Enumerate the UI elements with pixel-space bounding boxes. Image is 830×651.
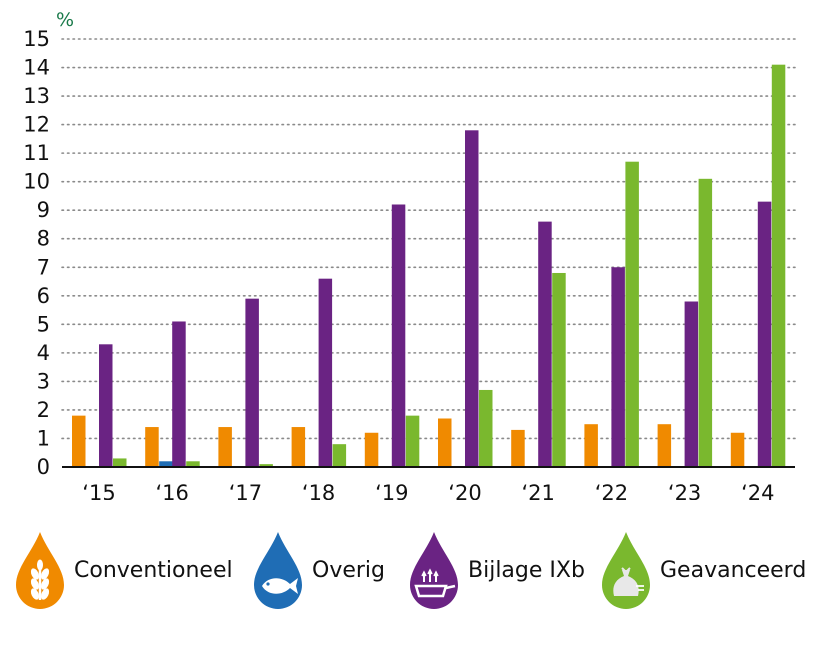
legend-item-conventioneel: Conventioneel bbox=[14, 530, 233, 610]
bar-geavanceerd-4 bbox=[405, 415, 420, 467]
bar-geavanceerd-3 bbox=[332, 444, 347, 467]
x-tick-label: ‘17 bbox=[229, 481, 262, 500]
fish-icon bbox=[254, 532, 302, 609]
legend-label: Bijlage IXb bbox=[468, 557, 585, 583]
x-tick-label: ‘18 bbox=[302, 481, 335, 500]
x-tick-label: ‘21 bbox=[521, 481, 554, 500]
fish-drop bbox=[254, 532, 302, 609]
y-tick-label: 13 bbox=[23, 84, 50, 108]
y-tick-label: 3 bbox=[37, 369, 50, 393]
bar-bijlage-ixb-8 bbox=[684, 301, 699, 467]
x-tick-label: ‘16 bbox=[155, 481, 188, 500]
x-tick-label: ‘20 bbox=[448, 481, 481, 500]
legend-item-bijlage-ixb: Bijlage IXb bbox=[408, 530, 585, 610]
bar-conventioneel-9 bbox=[730, 432, 745, 467]
y-tick-label: 10 bbox=[23, 170, 50, 194]
x-tick-label: ‘19 bbox=[375, 481, 408, 500]
x-tick-label: ‘24 bbox=[741, 481, 774, 500]
frying-pan-icon bbox=[410, 532, 458, 609]
legend-label: Geavanceerd bbox=[660, 557, 807, 583]
bar-bijlage-ixb-6 bbox=[538, 221, 552, 467]
y-tick-label: 4 bbox=[37, 341, 50, 365]
bars bbox=[72, 64, 786, 468]
bar-conventioneel-1 bbox=[145, 427, 159, 467]
legend-item-geavanceerd: Geavanceerd bbox=[600, 530, 806, 610]
bar-geavanceerd-5 bbox=[479, 389, 493, 467]
y-tick-label: 6 bbox=[37, 284, 50, 308]
bar-bijlage-ixb-1 bbox=[172, 321, 186, 467]
x-axis-ticks: ‘15 ‘16 ‘17 ‘18 ‘19 ‘20 ‘21 ‘22 ‘23 ‘24 bbox=[82, 481, 774, 500]
bar-geavanceerd-8 bbox=[698, 178, 713, 467]
bar-bijlage-ixb-0 bbox=[99, 344, 113, 467]
y-tick-label: 9 bbox=[37, 198, 50, 222]
bar-conventioneel-3 bbox=[291, 427, 306, 467]
bar-bijlage-ixb-3 bbox=[318, 278, 333, 467]
legend-item-overig: Overig bbox=[252, 530, 385, 610]
bar-conventioneel-8 bbox=[657, 424, 672, 467]
bar-geavanceerd-0 bbox=[113, 458, 127, 467]
x-tick-label: ‘22 bbox=[595, 481, 628, 500]
y-tick-label: 7 bbox=[37, 255, 50, 279]
waste-bag-icon bbox=[602, 532, 650, 609]
bar-geavanceerd-7 bbox=[625, 161, 639, 467]
bar-geavanceerd-9 bbox=[771, 64, 786, 468]
y-tick-label: 2 bbox=[37, 398, 50, 422]
bar-bijlage-ixb-9 bbox=[757, 201, 772, 467]
wheat-icon bbox=[16, 532, 64, 609]
y-tick-label: 1 bbox=[37, 426, 50, 450]
bar-conventioneel-0 bbox=[72, 415, 86, 467]
y-tick-label: 8 bbox=[37, 227, 50, 251]
y-tick-label: 12 bbox=[23, 113, 50, 137]
x-tick-label: ‘15 bbox=[82, 481, 115, 500]
y-tick-label: 11 bbox=[23, 141, 50, 165]
bar-bijlage-ixb-7 bbox=[611, 267, 625, 467]
y-tick-label: 5 bbox=[37, 312, 50, 336]
y-tick-label: 15 bbox=[23, 27, 50, 51]
x-tick-label: ‘23 bbox=[668, 481, 701, 500]
bar-conventioneel-6 bbox=[511, 429, 525, 467]
bar-bijlage-ixb-5 bbox=[465, 130, 479, 467]
bar-conventioneel-2 bbox=[218, 427, 232, 467]
bar-geavanceerd-2 bbox=[259, 464, 273, 467]
unit-label: % bbox=[56, 9, 74, 31]
bar-conventioneel-4 bbox=[364, 432, 379, 467]
bar-bijlage-ixb-2 bbox=[245, 298, 259, 467]
bar-bijlage-ixb-4 bbox=[391, 204, 406, 467]
y-tick-label: 14 bbox=[23, 56, 50, 80]
bar-geavanceerd-1 bbox=[186, 461, 200, 467]
pan-drop bbox=[410, 532, 458, 609]
bar-overig-1 bbox=[159, 461, 173, 467]
bar-conventioneel-7 bbox=[584, 424, 598, 467]
bar-conventioneel-5 bbox=[438, 418, 452, 467]
legend-label: Conventioneel bbox=[74, 557, 233, 583]
bar-geavanceerd-6 bbox=[552, 272, 566, 467]
y-tick-label: 0 bbox=[37, 455, 50, 479]
legend: Conventioneel Overig Bijlage IXb Geavanc… bbox=[0, 530, 830, 610]
legend-label: Overig bbox=[312, 557, 385, 583]
